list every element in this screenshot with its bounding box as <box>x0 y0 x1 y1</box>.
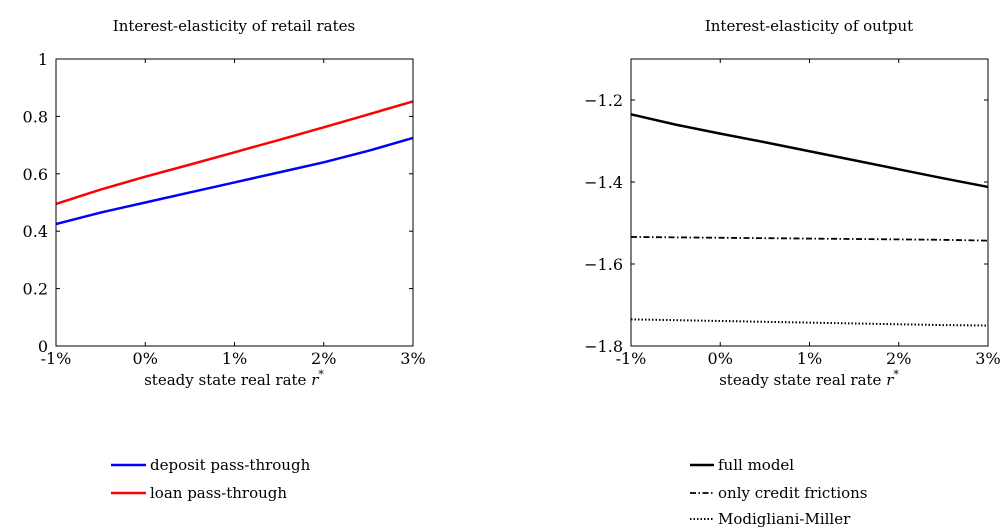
axis-ticks: -1% 0% 1% 2% 3% −1.8 −1.6 −1.4 −1.2 <box>584 59 1001 368</box>
y-tick-label: −1.4 <box>584 173 623 192</box>
y-tick-label: 0.2 <box>23 280 48 299</box>
y-tick-label: 0 <box>38 337 48 356</box>
y-tick-label: 0.6 <box>23 165 48 184</box>
plot-frame <box>630 58 989 347</box>
legend-label-credit-frictions: only credit frictions <box>718 484 868 502</box>
x-axis-label: steady state real rate r* <box>719 368 899 389</box>
x-tick-label: 1% <box>797 349 822 368</box>
y-tick-label: 0.8 <box>23 107 48 126</box>
legend-label-modigliani-miller: Modigliani-Miller <box>718 510 851 528</box>
series-line-full-model <box>630 113 989 189</box>
series-line-only-credit-frictions <box>630 236 989 242</box>
x-tick-label: 0% <box>708 349 733 368</box>
x-tick-label: -1% <box>616 349 647 368</box>
legend-entry-credit-frictions: only credit frictions <box>690 484 868 502</box>
legend-label-full-model: full model <box>718 456 794 474</box>
x-tick-label: 2% <box>886 349 911 368</box>
chart-title: Interest-elasticity of retail rates <box>113 17 355 35</box>
x-tick-label: 3% <box>975 349 1000 368</box>
y-tick-label: −1.6 <box>584 255 623 274</box>
y-tick-label: 0.4 <box>23 222 48 241</box>
x-axis-label-symbol: r <box>311 371 319 389</box>
x-tick-label: 3% <box>400 349 425 368</box>
series-line-modigliani-miller <box>630 318 989 327</box>
x-tick-label: 0% <box>133 349 158 368</box>
chart-retail-rates: Interest-elasticity of retail rates -1% 0… <box>23 17 426 502</box>
legend-entry-loan: loan pass-through <box>111 484 287 502</box>
axis-ticks: -1% 0% 1% 2% 3% 0 0.2 0.4 0.6 0.8 1 <box>23 50 426 368</box>
legend: full model only credit frictions Modigli… <box>690 456 868 528</box>
series-line-loan-pass-through <box>55 100 414 206</box>
x-axis-label-text: steady state real rate <box>719 371 881 389</box>
legend-entry-deposit: deposit pass-through <box>111 456 311 474</box>
y-tick-label: −1.2 <box>584 91 623 110</box>
legend: deposit pass-through loan pass-through <box>111 456 311 502</box>
x-axis-label-sup: * <box>318 368 324 381</box>
x-axis-label-sup: * <box>893 368 899 381</box>
x-tick-label: 1% <box>222 349 247 368</box>
plot-marks <box>55 100 414 226</box>
chart-title: Interest-elasticity of output <box>705 17 913 35</box>
legend-label-loan: loan pass-through <box>150 484 287 502</box>
legend-entry-full-model: full model <box>690 456 794 474</box>
legend-entry-modigliani-miller: Modigliani-Miller <box>690 510 851 528</box>
x-tick-label: 2% <box>311 349 336 368</box>
series-line-deposit-pass-through <box>55 136 414 226</box>
x-axis-label-text: steady state real rate <box>144 371 306 389</box>
x-axis-label: steady state real rate r* <box>144 368 324 389</box>
plot-frame <box>55 58 414 347</box>
x-axis-label-symbol: r <box>886 371 894 389</box>
plot-marks <box>630 113 989 327</box>
x-tick-label: -1% <box>41 349 72 368</box>
chart-output: Interest-elasticity of output -1% 0% 1% 2% 3… <box>584 17 1001 528</box>
legend-label-deposit: deposit pass-through <box>150 456 311 474</box>
y-tick-label: 1 <box>38 50 48 69</box>
y-tick-label: −1.8 <box>584 337 623 356</box>
